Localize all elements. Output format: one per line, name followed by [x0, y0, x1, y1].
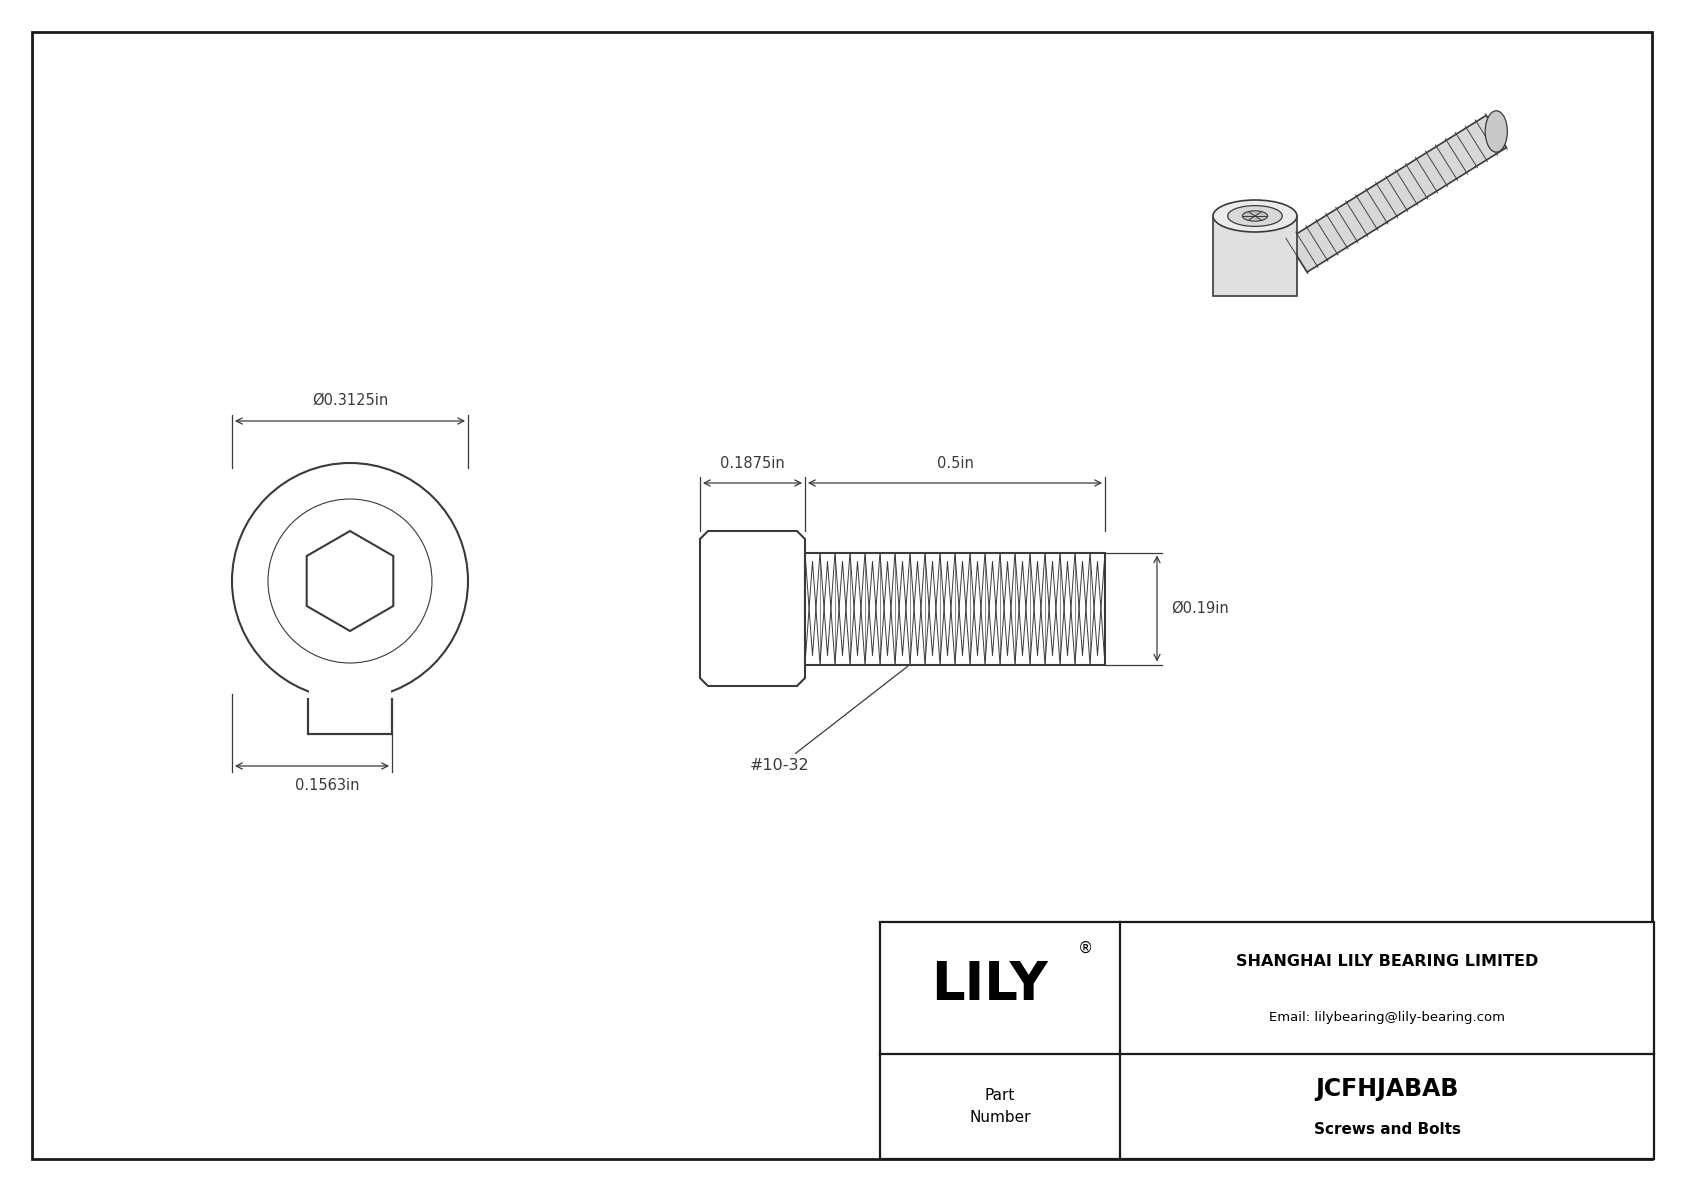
Bar — [308, 697, 392, 734]
Circle shape — [232, 463, 468, 699]
Text: ®: ® — [1078, 941, 1093, 956]
Ellipse shape — [1243, 211, 1268, 222]
Polygon shape — [1212, 216, 1297, 297]
Text: Part
Number: Part Number — [970, 1089, 1031, 1124]
Text: 0.1875in: 0.1875in — [721, 456, 785, 470]
Text: JCFHJABAB: JCFHJABAB — [1315, 1077, 1458, 1100]
Polygon shape — [701, 531, 805, 686]
Polygon shape — [1287, 116, 1507, 272]
Text: #10-32: #10-32 — [749, 666, 908, 773]
Text: 0.5in: 0.5in — [936, 456, 973, 470]
Polygon shape — [805, 553, 1105, 665]
Text: SHANGHAI LILY BEARING LIMITED: SHANGHAI LILY BEARING LIMITED — [1236, 954, 1537, 969]
Polygon shape — [306, 531, 394, 631]
Bar — [881, 922, 1654, 1159]
Text: 0.1563in: 0.1563in — [295, 778, 359, 793]
Ellipse shape — [1485, 111, 1507, 152]
Text: LILY: LILY — [931, 960, 1049, 1011]
Ellipse shape — [1228, 206, 1282, 226]
Text: Ø0.19in: Ø0.19in — [1170, 601, 1229, 616]
Ellipse shape — [1212, 200, 1297, 232]
Text: Email: lilybearing@lily-bearing.com: Email: lilybearing@lily-bearing.com — [1270, 1010, 1505, 1023]
Text: Screws and Bolts: Screws and Bolts — [1314, 1122, 1460, 1137]
Text: Ø0.3125in: Ø0.3125in — [312, 393, 387, 409]
Bar — [308, 663, 391, 701]
